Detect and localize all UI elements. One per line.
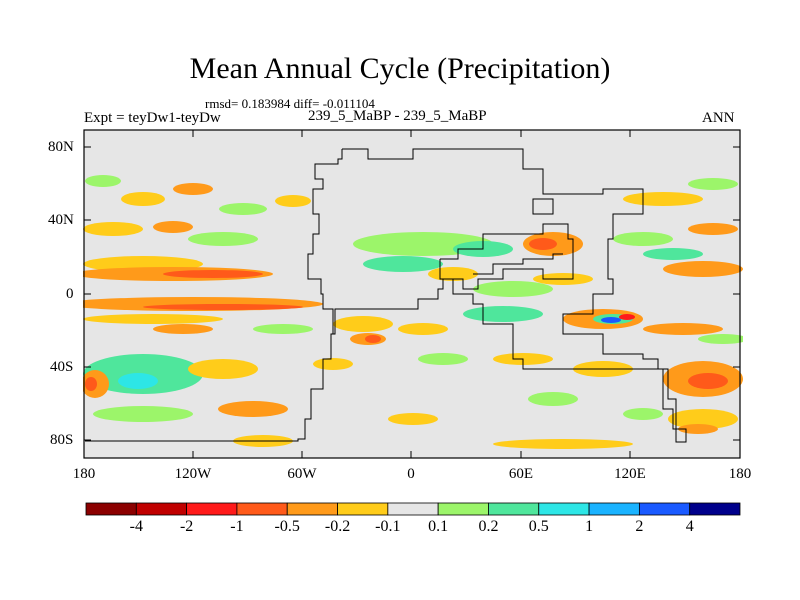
anomaly-patch xyxy=(275,195,311,207)
lat-label-40n: 40N xyxy=(48,212,74,228)
anomaly-patch xyxy=(83,222,143,236)
anomaly-patch xyxy=(613,232,673,246)
colorbar-label: 4 xyxy=(685,518,694,535)
anomaly-patch xyxy=(163,270,263,278)
anomaly-patch xyxy=(619,314,635,320)
colorbar-swatch xyxy=(588,502,640,516)
colorbar-swatch xyxy=(689,502,741,516)
period-label: 239_5_MaBP - 239_5_MaBP xyxy=(308,108,487,124)
colorbar-swatch xyxy=(437,502,489,516)
colorbar-swatch xyxy=(538,502,590,516)
colorbar-swatch xyxy=(488,502,540,516)
colorbar-swatch xyxy=(135,502,188,516)
colorbar-label: -0.5 xyxy=(274,518,300,535)
map-frame xyxy=(83,129,741,459)
anomaly-patch xyxy=(218,401,288,417)
experiment-label: Expt = teyDw1-teyDw xyxy=(84,110,221,126)
anomaly-patch xyxy=(643,248,703,260)
anomaly-patch xyxy=(173,183,213,195)
axis-ticks xyxy=(84,130,740,458)
anomaly-patch xyxy=(188,359,258,379)
lon-label-60w: 60W xyxy=(287,466,317,482)
anomaly-patch xyxy=(398,323,448,335)
anomaly-patch xyxy=(668,409,738,429)
anomaly-patch xyxy=(85,377,97,391)
colorbar-label: -0.1 xyxy=(375,518,401,535)
stats-text: rmsd= 0.183984 diff= -0.011104 xyxy=(205,96,375,111)
anomaly-patch xyxy=(85,175,121,187)
colorbar-swatch xyxy=(638,502,691,516)
anomaly-patch xyxy=(188,232,258,246)
anomaly-patch xyxy=(219,203,267,215)
colorbar xyxy=(85,502,741,516)
lat-label-80n: 80N xyxy=(48,139,74,155)
anomaly-patch xyxy=(388,413,438,425)
precipitation-map xyxy=(83,129,743,459)
colorbar-label: 1 xyxy=(585,518,594,535)
anomaly-patch xyxy=(463,306,543,322)
anomaly-patch xyxy=(698,334,743,344)
anomaly-patch xyxy=(688,373,728,389)
tethys-inner-coast xyxy=(439,223,574,290)
anomaly-patch xyxy=(418,353,468,365)
lon-label-180e: 180 xyxy=(728,466,752,482)
tethys-inner-coast xyxy=(473,253,563,275)
pangaea-coastline xyxy=(85,148,687,443)
lon-label-60e: 60E xyxy=(508,466,534,482)
lat-label-40s: 40S xyxy=(50,359,74,375)
anomaly-patch xyxy=(529,238,557,250)
anomaly-patch xyxy=(83,314,223,324)
anomaly-patch xyxy=(643,323,723,335)
lon-label-120e: 120E xyxy=(614,466,646,482)
anomaly-patch xyxy=(363,256,443,272)
anomaly-patch xyxy=(678,424,718,434)
continent-outline xyxy=(85,148,687,443)
chart-title: Mean Annual Cycle (Precipitation) xyxy=(189,52,611,85)
colorbar-label: -4 xyxy=(129,518,143,535)
anomaly-patch xyxy=(688,223,738,235)
colorbar-label: 0.2 xyxy=(478,518,499,535)
colorbar-label: -2 xyxy=(179,518,194,535)
colorbar-label: 2 xyxy=(635,518,644,535)
colorbar-swatch xyxy=(387,502,439,516)
pangaea-north-coast xyxy=(307,149,343,334)
lat-label-0: 0 xyxy=(66,286,74,302)
colorbar-label: 0.5 xyxy=(528,518,549,535)
anomaly-patch xyxy=(313,358,353,370)
anomaly-patch xyxy=(121,192,165,206)
colorbar-swatch xyxy=(186,502,238,516)
anomaly-patch xyxy=(365,335,381,343)
anomaly-patch xyxy=(333,316,393,332)
colorbar-swatch xyxy=(85,502,137,516)
anomaly-patch xyxy=(663,261,743,277)
colorbar-label: -1 xyxy=(230,518,244,535)
anomaly-patch xyxy=(528,392,578,406)
lon-label-0: 0 xyxy=(407,466,415,482)
anomaly-patch xyxy=(473,281,553,297)
anomaly-patch xyxy=(623,408,663,420)
anomaly-patch xyxy=(143,304,303,310)
lon-label-120w: 120W xyxy=(174,466,212,482)
anomaly-patch xyxy=(601,317,621,323)
anomaly-patch xyxy=(93,406,193,422)
anomaly-patch xyxy=(153,221,193,233)
colorbar-swatch xyxy=(337,502,389,516)
anomaly-patch xyxy=(688,178,738,190)
colorbar-label: -0.2 xyxy=(324,518,351,535)
lon-label-180w: 180 xyxy=(72,466,96,482)
colorbar-label: 0.1 xyxy=(428,518,449,535)
anomaly-patch xyxy=(118,373,158,389)
anomaly-patch xyxy=(253,324,313,334)
anomaly-patch xyxy=(623,192,703,206)
colorbar-swatch xyxy=(236,502,288,516)
island-outline xyxy=(532,198,554,215)
colorbar-swatch xyxy=(286,502,338,516)
lat-label-80s: 80S xyxy=(50,432,74,448)
anomaly-patch xyxy=(153,324,213,334)
anomaly-patch xyxy=(493,439,633,449)
season-label: ANN xyxy=(702,110,735,126)
